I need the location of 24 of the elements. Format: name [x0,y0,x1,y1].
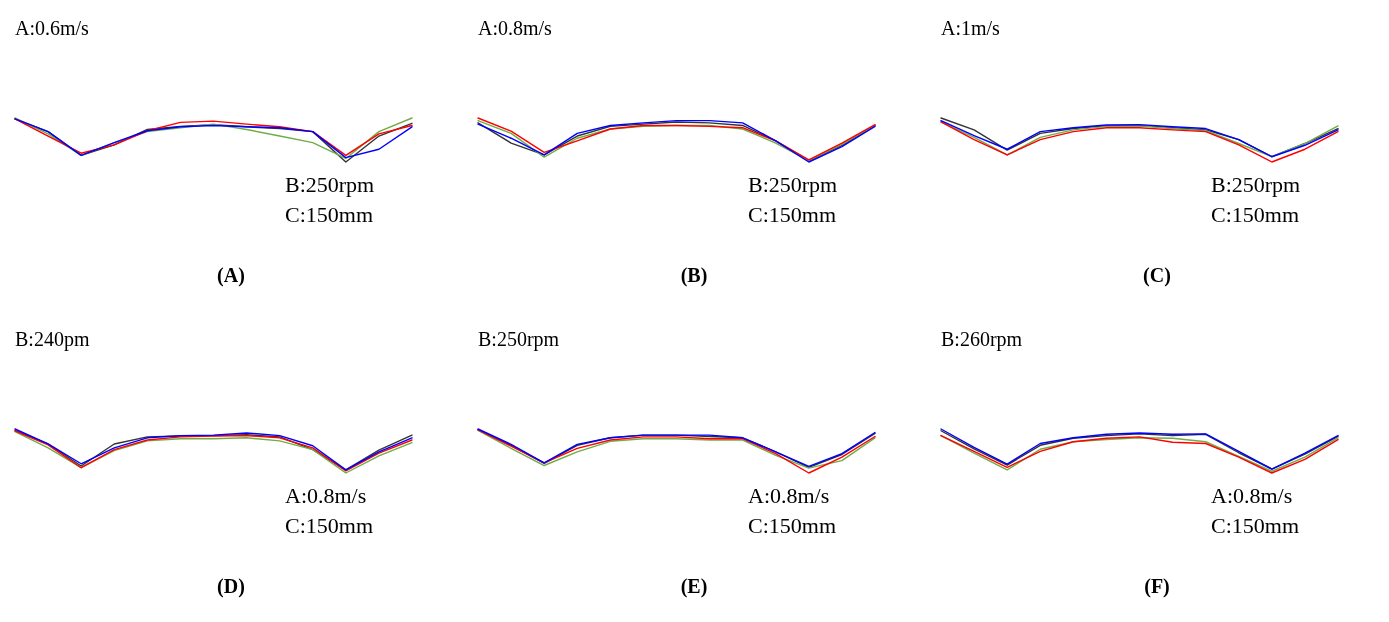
chart-title: A:1m/s [941,17,1001,39]
text: C:150mm [748,513,837,538]
chart-title: A:0.8m/s [478,17,553,39]
text: C:150mm [748,202,837,227]
x-axis-title: (A) [217,264,245,287]
chart-title: A:0.6m/s [15,17,90,39]
x-axis-title: (E) [680,575,708,598]
text: B:250rpm [748,172,838,197]
x-axis-title: (F) [1144,575,1170,598]
text: C:150mm [1211,202,1300,227]
chart-title: B:240pm [15,328,90,351]
chart-title: B:250rpm [478,328,560,351]
text: A:0.8m/s [1211,483,1293,508]
text: A:0.8m/s [748,483,830,508]
x-axis-title: (D) [217,575,245,598]
x-axis-title: (C) [1143,264,1171,287]
text: B:250rpm [285,172,375,197]
text: B:250rpm [1211,172,1301,197]
text: C:150mm [285,202,374,227]
text: A:0.8m/s [285,483,367,508]
text: C:150mm [1211,513,1300,538]
chart-title: B:260rpm [941,328,1023,351]
x-axis-title: (B) [680,264,708,287]
text: C:150mm [285,513,374,538]
